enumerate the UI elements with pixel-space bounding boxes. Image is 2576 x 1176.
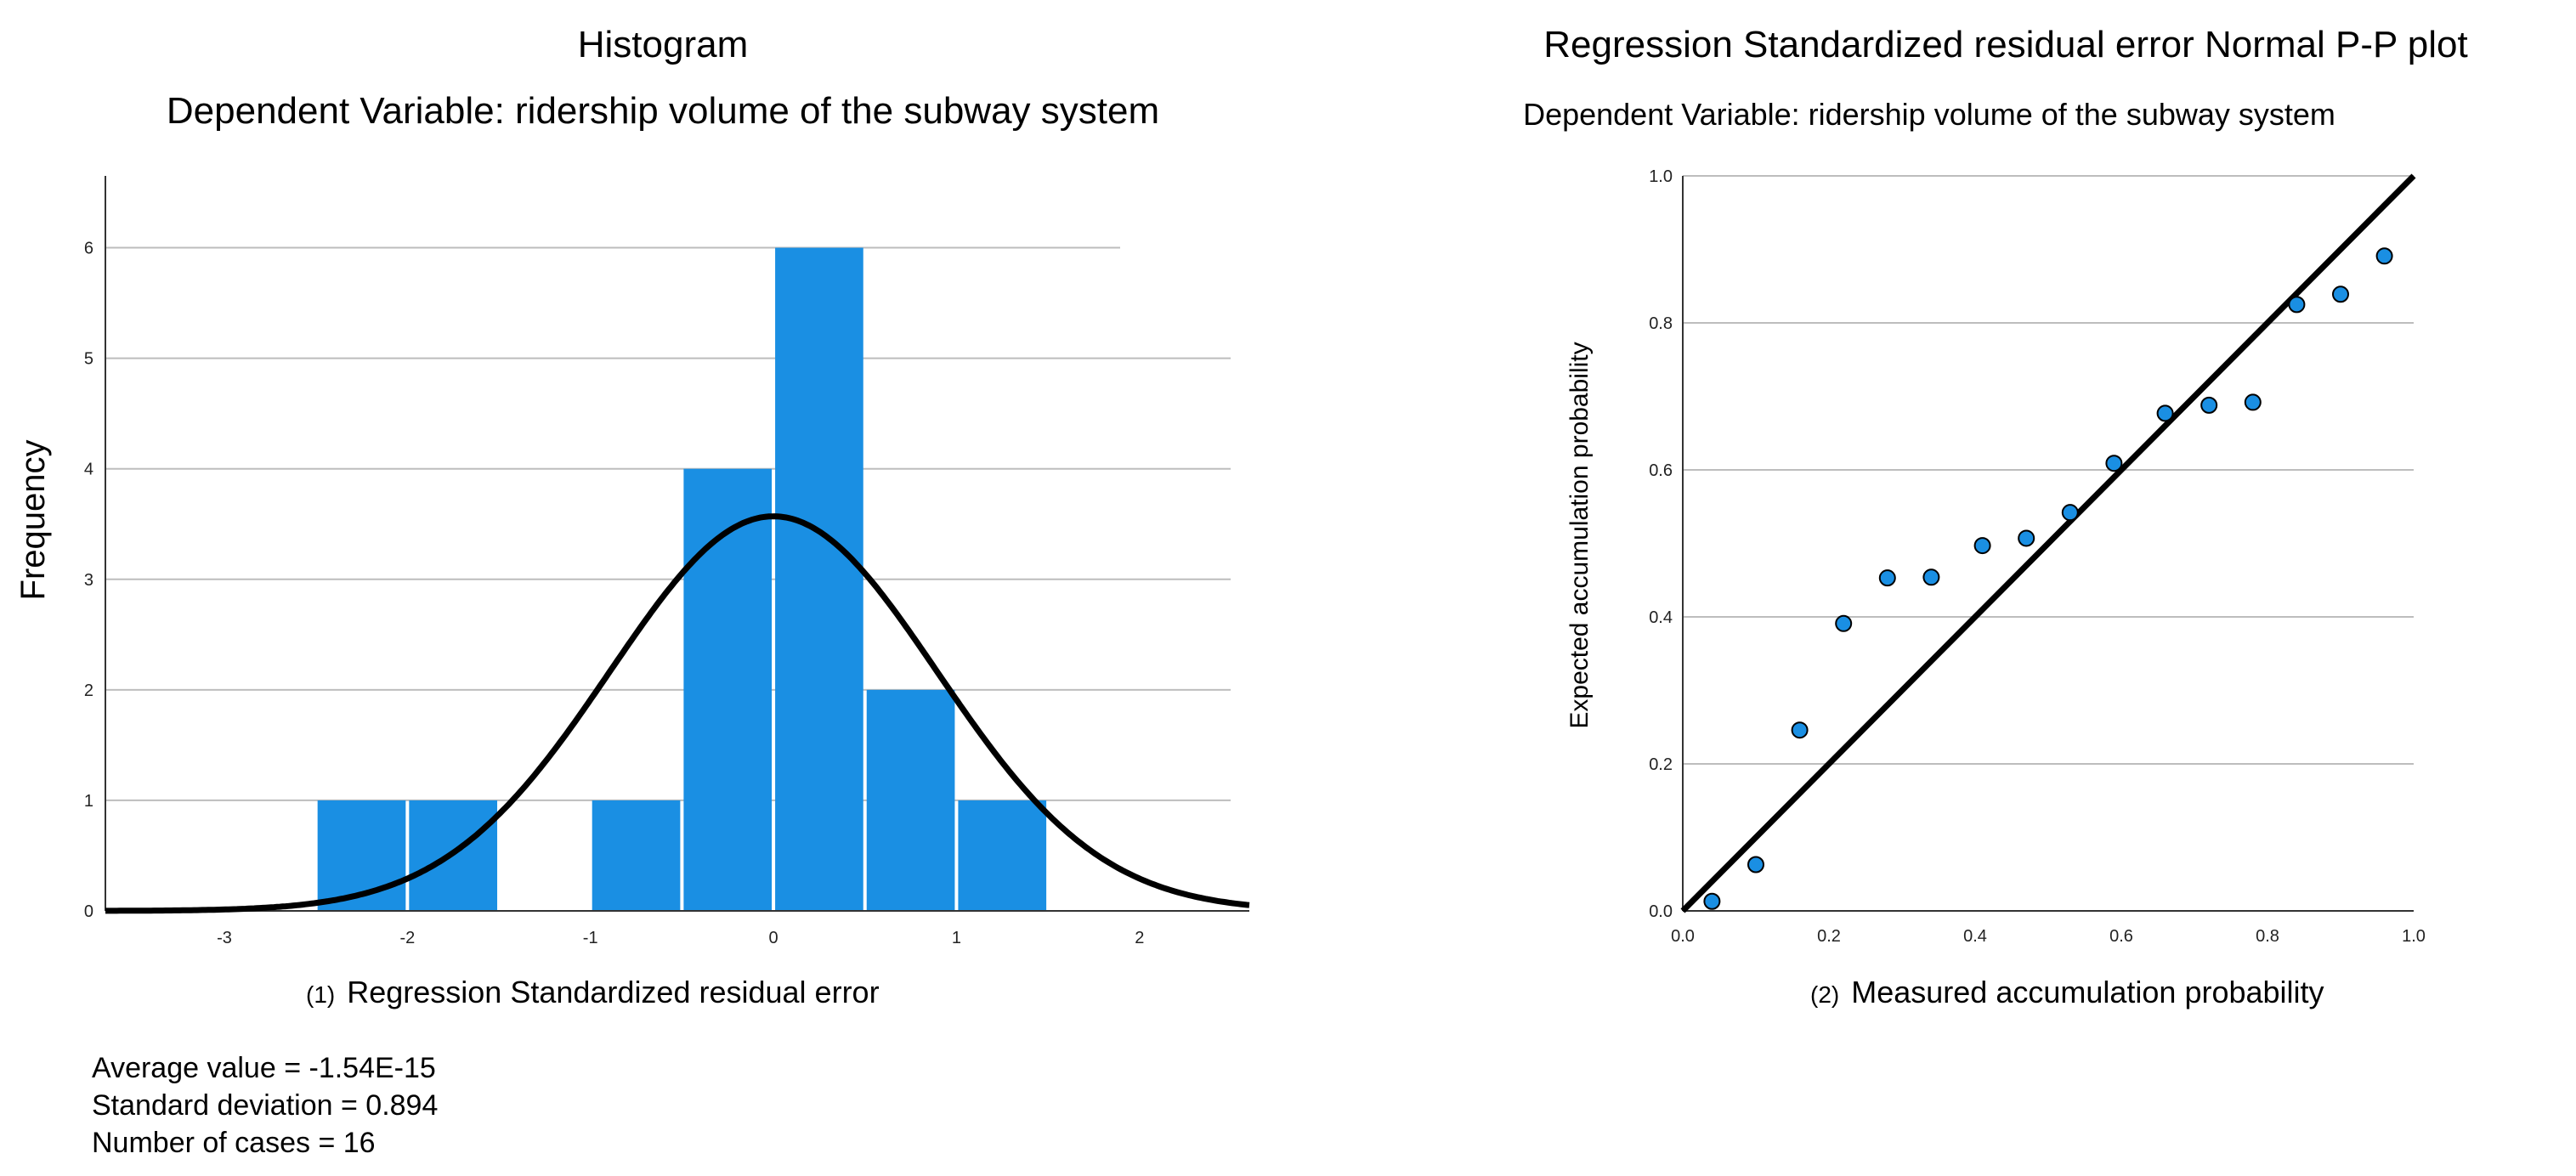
- histogram-y-tick-label: 3: [84, 571, 93, 590]
- pp-plot-title: Regression Standardized residual error N…: [1543, 24, 2468, 65]
- histogram-bar: [592, 800, 681, 911]
- pp-plot-points: [1703, 247, 2393, 910]
- pp-plot-x-tick-label: 0.0: [1671, 927, 1695, 946]
- histogram-tick-labels: 0 1 2 3 4 5 6 -3 -2 -1 0 1 2: [84, 240, 1144, 947]
- pp-plot-axes: [1682, 176, 2414, 912]
- stat-std-dev: Standard deviation = 0.894: [92, 1089, 439, 1122]
- pp-plot-x-axis-number: (2): [1810, 981, 1840, 1008]
- pp-plot-point: [2200, 396, 2218, 414]
- pp-plot-y-tick-label: 0.6: [1649, 461, 1673, 480]
- histogram-x-tick-label: -2: [399, 929, 415, 947]
- pp-plot-point: [1835, 614, 1853, 632]
- histogram-normal-curve-line: [105, 513, 1250, 914]
- pp-plot-point: [2244, 393, 2262, 411]
- pp-plot-diagonal-line: [1680, 173, 2416, 913]
- histogram-gridlines: [105, 246, 1231, 801]
- histogram-subtitle: Dependent Variable: ridership volume of …: [166, 90, 1160, 132]
- pp-plot-point: [2375, 247, 2393, 265]
- pp-plot-y-tick-label: 0.0: [1649, 902, 1673, 921]
- histogram-y-tick-label: 2: [84, 681, 93, 700]
- histogram-y-axis-label: Frequency: [14, 440, 52, 601]
- pp-plot-point: [2105, 455, 2123, 472]
- histogram-y-tick-label: 4: [84, 461, 93, 479]
- pp-plot-point: [1703, 892, 1721, 910]
- histogram-bar: [866, 689, 955, 911]
- histogram-axes: [105, 176, 1249, 912]
- pp-plot-point: [2288, 296, 2306, 314]
- pp-plot-point: [1973, 537, 1991, 555]
- histogram-bar: [775, 247, 863, 912]
- histogram-y-tick-label: 0: [84, 902, 93, 921]
- pp-plot-y-axis-label: Expected accumulation probability: [1565, 342, 1594, 728]
- histogram-title: Histogram: [577, 24, 749, 65]
- histogram-y-tick-label: 5: [84, 350, 93, 369]
- histogram-x-tick-label: -1: [583, 929, 598, 947]
- pp-plot-subtitle: Dependent Variable: ridership volume of …: [1523, 97, 2335, 132]
- pp-plot-x-axis-label: Measured accumulation probability: [1851, 975, 2324, 1009]
- pp-plot-reference-line: [1680, 173, 2416, 913]
- histogram-x-tick-label: 1: [952, 929, 961, 947]
- histogram-x-tick-label: -3: [217, 929, 232, 947]
- pp-plot-x-tick-label: 0.8: [2256, 927, 2279, 946]
- histogram-x-tick-label: 0: [769, 929, 778, 947]
- histogram-bar: [958, 800, 1047, 911]
- pp-plot-point: [2018, 529, 2035, 547]
- pp-plot-point: [1878, 569, 1896, 587]
- histogram-y-tick-label: 1: [84, 792, 93, 811]
- pp-plot-x-tick-label: 0.4: [1963, 927, 1987, 946]
- histogram-y-tick-label: 6: [84, 240, 93, 258]
- stat-n-cases: Number of cases = 16: [92, 1127, 376, 1159]
- pp-plot-x-tick-label: 0.2: [1817, 927, 1841, 946]
- histogram-x-axis-number: (1): [306, 981, 336, 1008]
- pp-plot-point: [2061, 504, 2079, 522]
- pp-plot-y-tick-label: 0.8: [1649, 314, 1673, 333]
- pp-plot-point: [2332, 286, 2349, 303]
- histogram-x-axis-caption: (1) Regression Standardized residual erro…: [306, 975, 880, 1010]
- pp-plot-point: [2156, 404, 2174, 422]
- pp-plot-y-tick-label: 1.0: [1649, 167, 1673, 186]
- pp-plot-point: [1791, 721, 1809, 739]
- pp-plot-y-tick-label: 0.4: [1649, 608, 1673, 627]
- histogram-normal-curve: [105, 513, 1250, 914]
- stat-mean: Average value = -1.54E-15: [92, 1052, 436, 1084]
- pp-plot-tick-labels: 0.0 0.2 0.4 0.6 0.8 1.0 0.0 0.2 0.4 0.6 0.8 1.0: [1649, 167, 2426, 946]
- pp-plot-point: [1922, 568, 1940, 586]
- histogram-x-axis-label: Regression Standardized residual error: [347, 975, 880, 1009]
- pp-plot-x-tick-label: 1.0: [2402, 927, 2426, 946]
- pp-plot-point: [1747, 856, 1764, 874]
- pp-plot-y-tick-label: 0.2: [1649, 755, 1673, 774]
- pp-plot-x-tick-label: 0.6: [2109, 927, 2133, 946]
- pp-plot-x-axis-caption: (2) Measured accumulation probability: [1810, 975, 2324, 1010]
- pp-plot-gridlines: [1683, 175, 2414, 765]
- histogram-bar: [683, 468, 773, 911]
- histogram-x-tick-label: 2: [1135, 929, 1144, 947]
